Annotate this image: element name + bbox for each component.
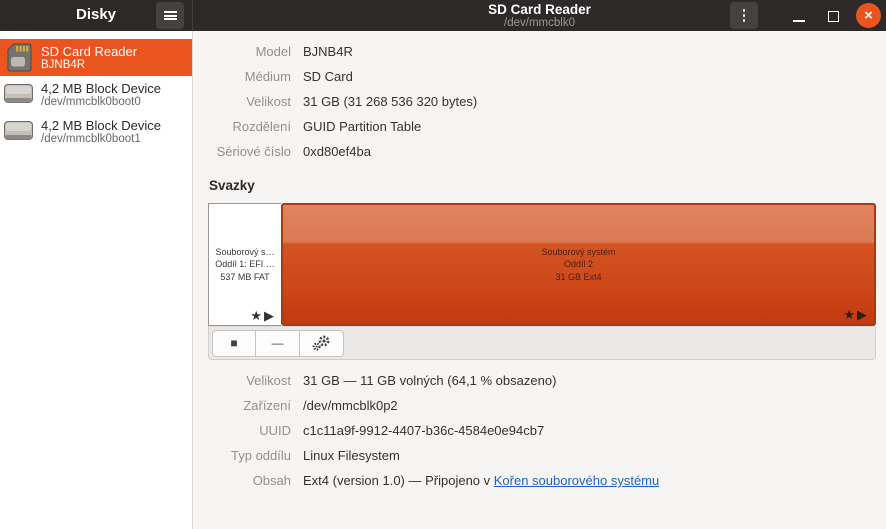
titlebar-right-section: SD Card Reader /dev/mmcblk0 × [193,0,886,31]
sidebar-item-text: 4,2 MB Block Device /dev/mmcblk0boot0 [41,81,161,109]
info-value: 0xd80ef4ba [303,144,371,159]
sidebar-item-subtitle: /dev/mmcblk0boot1 [41,132,141,145]
sd-card-icon [4,43,34,72]
sidebar-item-subtitle: BJNB4R [41,58,86,71]
info-label: Velikost [246,373,291,388]
info-value: Linux Filesystem [303,448,400,463]
info-value: BJNB4R [303,44,353,59]
delete-partition-button[interactable]: — [256,329,300,357]
close-button[interactable]: × [856,3,881,28]
info-label: UUID [259,423,291,438]
volumes-heading: Svazky [209,178,255,193]
hamburger-icon [163,11,177,20]
info-value: c1c11a9f-9912-4407-b36c-4584e0e94cb7 [303,423,545,438]
volumes-widget: Souborový s… Oddíl 1: EFI … 537 MB FAT ★… [208,203,876,360]
partition-map: Souborový s… Oddíl 1: EFI … 537 MB FAT ★… [208,203,876,326]
drive-icon [4,120,34,143]
info-label: Zařízení [243,398,291,413]
sidebar-item-title: SD Card Reader [41,43,138,59]
minimize-button[interactable] [790,9,808,23]
info-label: Velikost [246,94,291,109]
star-icon: ★ [250,308,264,323]
partition-flags: ★▶ [250,308,276,324]
partition-labels: Souborový systém Oddíl 2 31 GB Ext4 [541,246,616,282]
partition-2-ext4-selected[interactable]: Souborový systém Oddíl 2 31 GB Ext4 ★▶ [281,203,876,326]
partition-info-grid: Velikost 31 GB — 11 GB volných (64,1 % o… [208,373,877,489]
device-title: SD Card Reader [488,2,591,17]
minus-icon: — [271,336,284,350]
app-menu-button[interactable] [730,2,758,29]
sidebar-item-text: 4,2 MB Block Device /dev/mmcblk0boot1 [41,118,161,146]
maximize-icon [827,10,839,22]
sidebar-item-title: 4,2 MB Block Device [41,80,161,96]
sidebar-item-text: SD Card Reader BJNB4R [41,44,137,72]
play-icon: ▶ [264,308,276,323]
info-value: GUID Partition Table [303,119,422,134]
partition-flags: ★▶ [843,307,869,323]
info-value: SD Card [303,69,353,84]
info-value: 31 GB — 11 GB volných (64,1 % obsazeno) [303,373,557,388]
window-title-block: SD Card Reader /dev/mmcblk0 [488,2,591,29]
info-label: Médium [244,69,291,84]
minimize-icon [793,19,805,22]
hamburger-menu-button[interactable] [156,2,184,29]
star-icon: ★ [843,307,857,322]
sidebar-item-block-device-boot0[interactable]: 4,2 MB Block Device /dev/mmcblk0boot0 [0,76,192,113]
info-label: Rozdělení [232,119,291,134]
info-value: 31 GB (31 268 536 320 bytes) [303,94,478,109]
partition-labels: Souborový s… Oddíl 1: EFI … 537 MB FAT [215,246,275,282]
device-subtitle: /dev/mmcblk0 [504,17,575,29]
info-value: /dev/mmcblk0p2 [303,398,398,413]
info-label: Sériové číslo [216,144,291,159]
info-label: Obsah [252,473,291,488]
volume-toolbar: ■ — [208,326,876,360]
drive-details-panel: Model BJNB4R Médium SD Card Velikost 31 … [193,31,886,529]
titlebar: Disky SD Card Reader /dev/mmcblk0 × [0,0,886,31]
sidebar-item-sd-card-reader[interactable]: SD Card Reader BJNB4R [0,39,192,76]
content-text: Ext4 (version 1.0) — Připojeno v [303,473,494,488]
gears-icon [312,335,330,351]
sidebar-item-subtitle: /dev/mmcblk0boot0 [41,95,141,108]
stop-icon: ■ [230,336,238,350]
titlebar-left-section: Disky [0,0,193,31]
main-area: SD Card Reader BJNB4R 4,2 MB Block Devic… [0,31,886,529]
app-title: Disky [75,6,117,23]
info-label: Typ oddílu [231,448,291,463]
kebab-menu-icon [742,9,746,22]
drive-info-grid: Model BJNB4R Médium SD Card Velikost 31 … [208,44,877,160]
info-label: Model [255,44,291,59]
maximize-button[interactable] [824,8,842,23]
sidebar-item-block-device-boot1[interactable]: 4,2 MB Block Device /dev/mmcblk0boot1 [0,113,192,150]
device-sidebar: SD Card Reader BJNB4R 4,2 MB Block Devic… [0,31,193,529]
partition-1-efi[interactable]: Souborový s… Oddíl 1: EFI … 537 MB FAT ★… [208,203,281,326]
play-icon: ▶ [857,307,869,322]
sidebar-item-title: 4,2 MB Block Device [41,117,161,133]
unmount-button[interactable]: ■ [212,329,256,357]
drive-icon [4,83,34,106]
additional-options-button[interactable] [300,329,344,357]
info-value: Ext4 (version 1.0) — Připojeno v Kořen s… [303,473,877,489]
volume-button-group: ■ — [212,329,344,357]
mount-point-link[interactable]: Kořen souborového systému [493,473,660,488]
